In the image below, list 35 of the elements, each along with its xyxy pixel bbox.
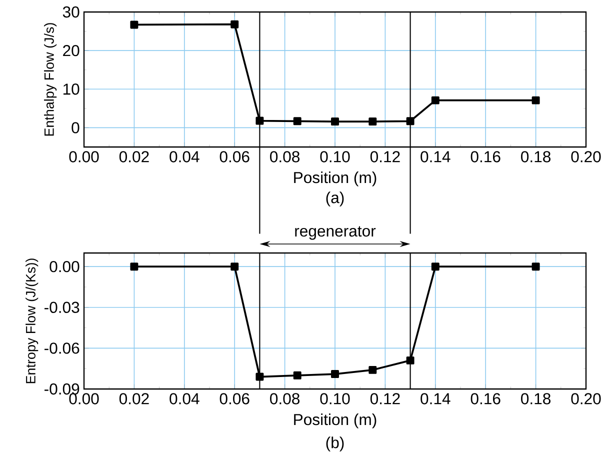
y-tick-label: 20 [63, 44, 80, 56]
y-tick-label: 0 [72, 122, 80, 134]
x-tick-label: 0.04 [170, 151, 200, 162]
x-tick-label: 0.18 [521, 151, 550, 162]
x-tick-label: 0.04 [170, 393, 200, 404]
x-tick-label: 0.02 [119, 151, 149, 162]
x-tick-label: 0.12 [370, 393, 400, 404]
x-tick-label: 0.16 [470, 151, 500, 162]
x-tick-label: 0.14 [420, 151, 450, 162]
x-tick-label: 0.20 [571, 393, 601, 404]
y-tick-label: 0.00 [50, 260, 80, 272]
y-tick-label: -0.09 [44, 383, 80, 395]
text: (a) [326, 192, 344, 206]
text: regenerator [295, 226, 376, 240]
x-tick-label: 0.10 [320, 151, 350, 162]
x-tick-label: 0.08 [270, 151, 300, 162]
x-tick-label: 0.10 [320, 393, 350, 404]
y-tick-label: 10 [63, 84, 80, 95]
x-tick-label: 0.14 [420, 393, 450, 404]
x-axis-title: Position (m) [294, 414, 376, 428]
y-tick-label: -0.06 [44, 342, 80, 354]
x-tick-label: 0.12 [370, 151, 400, 162]
x-tick-label: 0.02 [119, 393, 149, 404]
x-tick-label: 0.08 [270, 393, 300, 404]
y-axis-title: Enthalpy Flow (J/s) [44, 23, 57, 136]
y-tick-label: -0.03 [44, 302, 80, 313]
x-tick-label: 0.06 [220, 151, 250, 162]
text: (b) [326, 436, 344, 452]
x-tick-label: 0.16 [470, 393, 500, 404]
x-tick-label: 0.20 [571, 151, 601, 162]
x-tick-label: 0.06 [220, 393, 250, 404]
y-tick-label: 30 [62, 6, 80, 18]
x-tick-label: 0.18 [521, 393, 550, 404]
y-axis-title: Entropy Flow (J/(Ks)) [26, 258, 38, 384]
x-axis-title: Position (m) [294, 172, 376, 186]
